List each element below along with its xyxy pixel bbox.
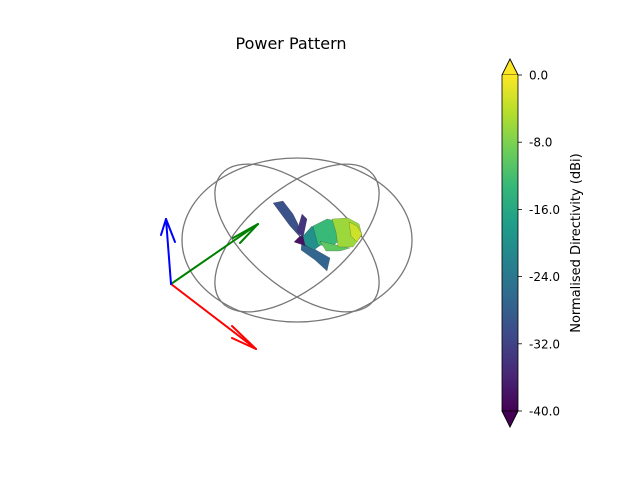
mainlobe-underside <box>319 240 351 252</box>
colorbar-extend-min <box>501 410 519 428</box>
reference-circles <box>181 157 413 323</box>
chart-title: Power Pattern <box>235 34 346 53</box>
reference-circle-tilted-right <box>214 163 380 313</box>
radiation-pattern <box>272 200 363 272</box>
colorbar-extend-max <box>501 58 519 76</box>
colorbar-tick-label: -8.0 <box>529 136 552 150</box>
colorbar-tick-label: 0.0 <box>529 69 548 83</box>
sidelobe-lower <box>300 239 331 272</box>
y-axis-arrow <box>170 223 259 285</box>
reference-circle-tilted-left <box>214 163 380 313</box>
colorbar-ticks: 0.0 -8.0 -16.0 -24.0 -32.0 -40.0 <box>518 69 560 419</box>
colorbar-tick-label: -40.0 <box>529 405 560 419</box>
x-axis-arrow <box>170 283 257 350</box>
colorbar-gradient <box>502 75 518 411</box>
colorbar-label: Normalised Directivity (dBi) <box>569 153 584 333</box>
sidelobe-upper-mid <box>296 213 308 239</box>
colorbar-tick-label: -32.0 <box>529 337 560 351</box>
mainlobe-tip <box>348 221 363 243</box>
reference-circle-horizontal <box>181 157 413 323</box>
z-axis-arrow <box>160 218 176 285</box>
colorbar-tick-label: -24.0 <box>529 270 560 284</box>
colorbar: 0.0 -8.0 -16.0 -24.0 -32.0 -40.0 Normalised D… <box>501 58 584 428</box>
sidelobe-upper-left <box>272 200 301 238</box>
colorbar-tick-label: -16.0 <box>529 203 560 217</box>
axes-triad <box>160 218 259 350</box>
